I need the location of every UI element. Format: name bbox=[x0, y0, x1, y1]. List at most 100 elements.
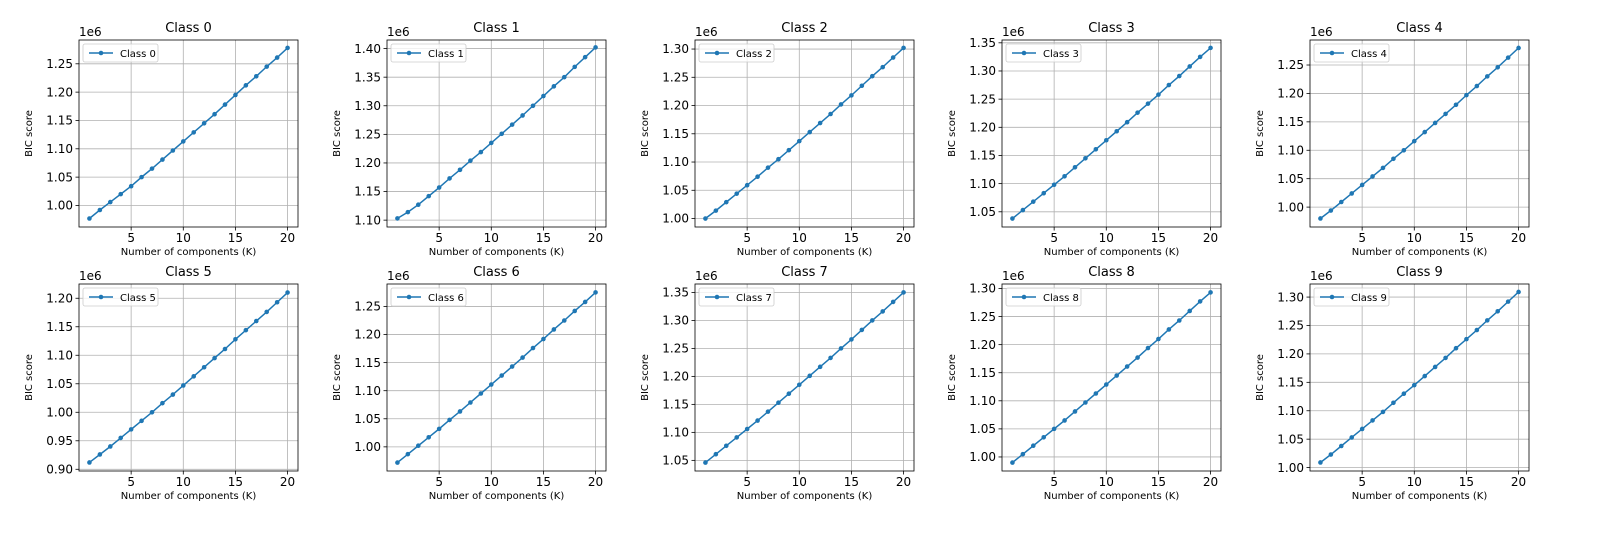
x-axis-label: Number of components (K) bbox=[1352, 491, 1488, 502]
data-point bbox=[1208, 290, 1213, 295]
y-tick-label: 1.05 bbox=[662, 183, 689, 197]
data-point bbox=[1020, 451, 1026, 457]
x-tick-label: 5 bbox=[435, 231, 443, 245]
data-point bbox=[1359, 426, 1365, 432]
x-tick-label: 5 bbox=[1050, 231, 1058, 245]
y-tick-label: 1.25 bbox=[662, 70, 689, 84]
data-point bbox=[541, 336, 546, 342]
y-tick-label: 1.25 bbox=[662, 342, 689, 356]
x-tick-label: 20 bbox=[588, 231, 603, 245]
x-tick-label: 15 bbox=[228, 475, 243, 489]
data-point bbox=[468, 400, 473, 405]
data-point bbox=[1495, 308, 1501, 314]
series-line bbox=[397, 46, 597, 220]
data-point bbox=[713, 451, 719, 457]
data-point bbox=[97, 452, 103, 457]
data-point bbox=[807, 129, 813, 135]
data-point bbox=[1114, 373, 1120, 378]
data-point bbox=[1484, 318, 1490, 323]
data-point bbox=[1187, 308, 1193, 314]
y-axis-label: BIC score bbox=[332, 354, 343, 401]
y-tick-label: 1.30 bbox=[354, 99, 381, 113]
data-point bbox=[243, 83, 249, 88]
data-point bbox=[395, 460, 400, 465]
data-point bbox=[734, 435, 740, 440]
data-point bbox=[509, 122, 515, 127]
data-point bbox=[786, 147, 792, 153]
axes-frame bbox=[694, 39, 915, 228]
data-point bbox=[253, 318, 259, 324]
y-tick-label: 1.05 bbox=[969, 422, 996, 436]
subplot-0: 5 10 15 20 1.00 1.05 1.10 1.15 1.20 1.25 Class 0 Cl… bbox=[24, 21, 299, 258]
y-tick-label: 1.10 bbox=[969, 394, 996, 408]
y-tick-label: 1.40 bbox=[354, 42, 381, 56]
data-point bbox=[838, 346, 844, 351]
y-tick-label: 1.10 bbox=[354, 384, 381, 398]
y-tick-label: 1.15 bbox=[1277, 376, 1304, 390]
legend-box bbox=[82, 43, 159, 63]
data-point bbox=[415, 202, 421, 207]
data-point bbox=[755, 174, 760, 180]
axes-frame bbox=[1309, 283, 1530, 472]
data-point bbox=[849, 93, 854, 98]
x-tick-label: 15 bbox=[536, 231, 551, 245]
x-axis-label: Number of components (K) bbox=[1352, 247, 1488, 258]
data-point bbox=[149, 166, 155, 171]
subplot-title: Class 1 bbox=[473, 21, 520, 36]
data-point bbox=[233, 92, 238, 98]
data-point bbox=[447, 176, 452, 181]
x-axis-label: Number of components (K) bbox=[429, 491, 565, 502]
data-point bbox=[1030, 199, 1036, 204]
data-point bbox=[1328, 452, 1334, 457]
x-tick-label: 5 bbox=[127, 231, 135, 245]
y-tick-label: 1.30 bbox=[662, 314, 689, 328]
subplot-5: 5 10 15 20 0.90 0.95 1.00 1.05 1.10 1.15 1.20 Class… bbox=[24, 265, 299, 502]
x-tick-label: 15 bbox=[1151, 475, 1166, 489]
subplot-title: Class 0 bbox=[165, 21, 212, 36]
data-point bbox=[807, 373, 813, 379]
data-point bbox=[191, 130, 197, 135]
data-point bbox=[1318, 460, 1323, 465]
y-tick-label: 1.30 bbox=[662, 42, 689, 56]
data-point bbox=[1145, 345, 1151, 351]
data-point bbox=[201, 121, 207, 126]
y-tick-label: 1.05 bbox=[354, 412, 381, 426]
data-point bbox=[1464, 336, 1469, 342]
data-point bbox=[1114, 128, 1120, 134]
y-tick-label: 1.05 bbox=[662, 454, 689, 468]
data-point bbox=[849, 337, 854, 342]
data-point bbox=[838, 102, 844, 107]
y-tick-label: 1.25 bbox=[46, 57, 73, 71]
y-tick-label: 1.10 bbox=[662, 426, 689, 440]
data-point bbox=[118, 435, 124, 441]
y-tick-label: 1.20 bbox=[354, 328, 381, 342]
x-tick-label: 10 bbox=[792, 231, 807, 245]
data-point bbox=[1051, 182, 1057, 188]
data-point bbox=[1124, 364, 1130, 369]
y-tick-label: 1.20 bbox=[969, 338, 996, 352]
data-point bbox=[201, 364, 207, 370]
subplot-title: Class 9 bbox=[1396, 265, 1443, 280]
legend-box bbox=[698, 43, 775, 63]
y-tick-label: 1.05 bbox=[1277, 432, 1304, 446]
x-tick-label: 10 bbox=[176, 475, 191, 489]
y-tick-label: 1.10 bbox=[1277, 404, 1304, 418]
data-point bbox=[1010, 460, 1015, 465]
data-point bbox=[541, 93, 546, 99]
data-point bbox=[703, 216, 708, 221]
y-tick-label: 1.10 bbox=[662, 155, 689, 169]
legend-box bbox=[390, 43, 467, 63]
subplot-title: Class 6 bbox=[473, 265, 520, 280]
x-tick-label: 5 bbox=[127, 475, 135, 489]
y-tick-label: 1.15 bbox=[969, 149, 996, 163]
data-point bbox=[426, 435, 432, 440]
data-point bbox=[107, 199, 113, 205]
data-point bbox=[890, 299, 896, 305]
data-point bbox=[744, 426, 750, 432]
data-point bbox=[139, 174, 144, 180]
axes-frame bbox=[1001, 283, 1222, 472]
x-axis-label: Number of components (K) bbox=[1044, 247, 1180, 258]
y-offset-label: 1e6 bbox=[79, 25, 102, 39]
x-tick-label: 15 bbox=[1459, 231, 1474, 245]
data-point bbox=[1505, 55, 1511, 60]
